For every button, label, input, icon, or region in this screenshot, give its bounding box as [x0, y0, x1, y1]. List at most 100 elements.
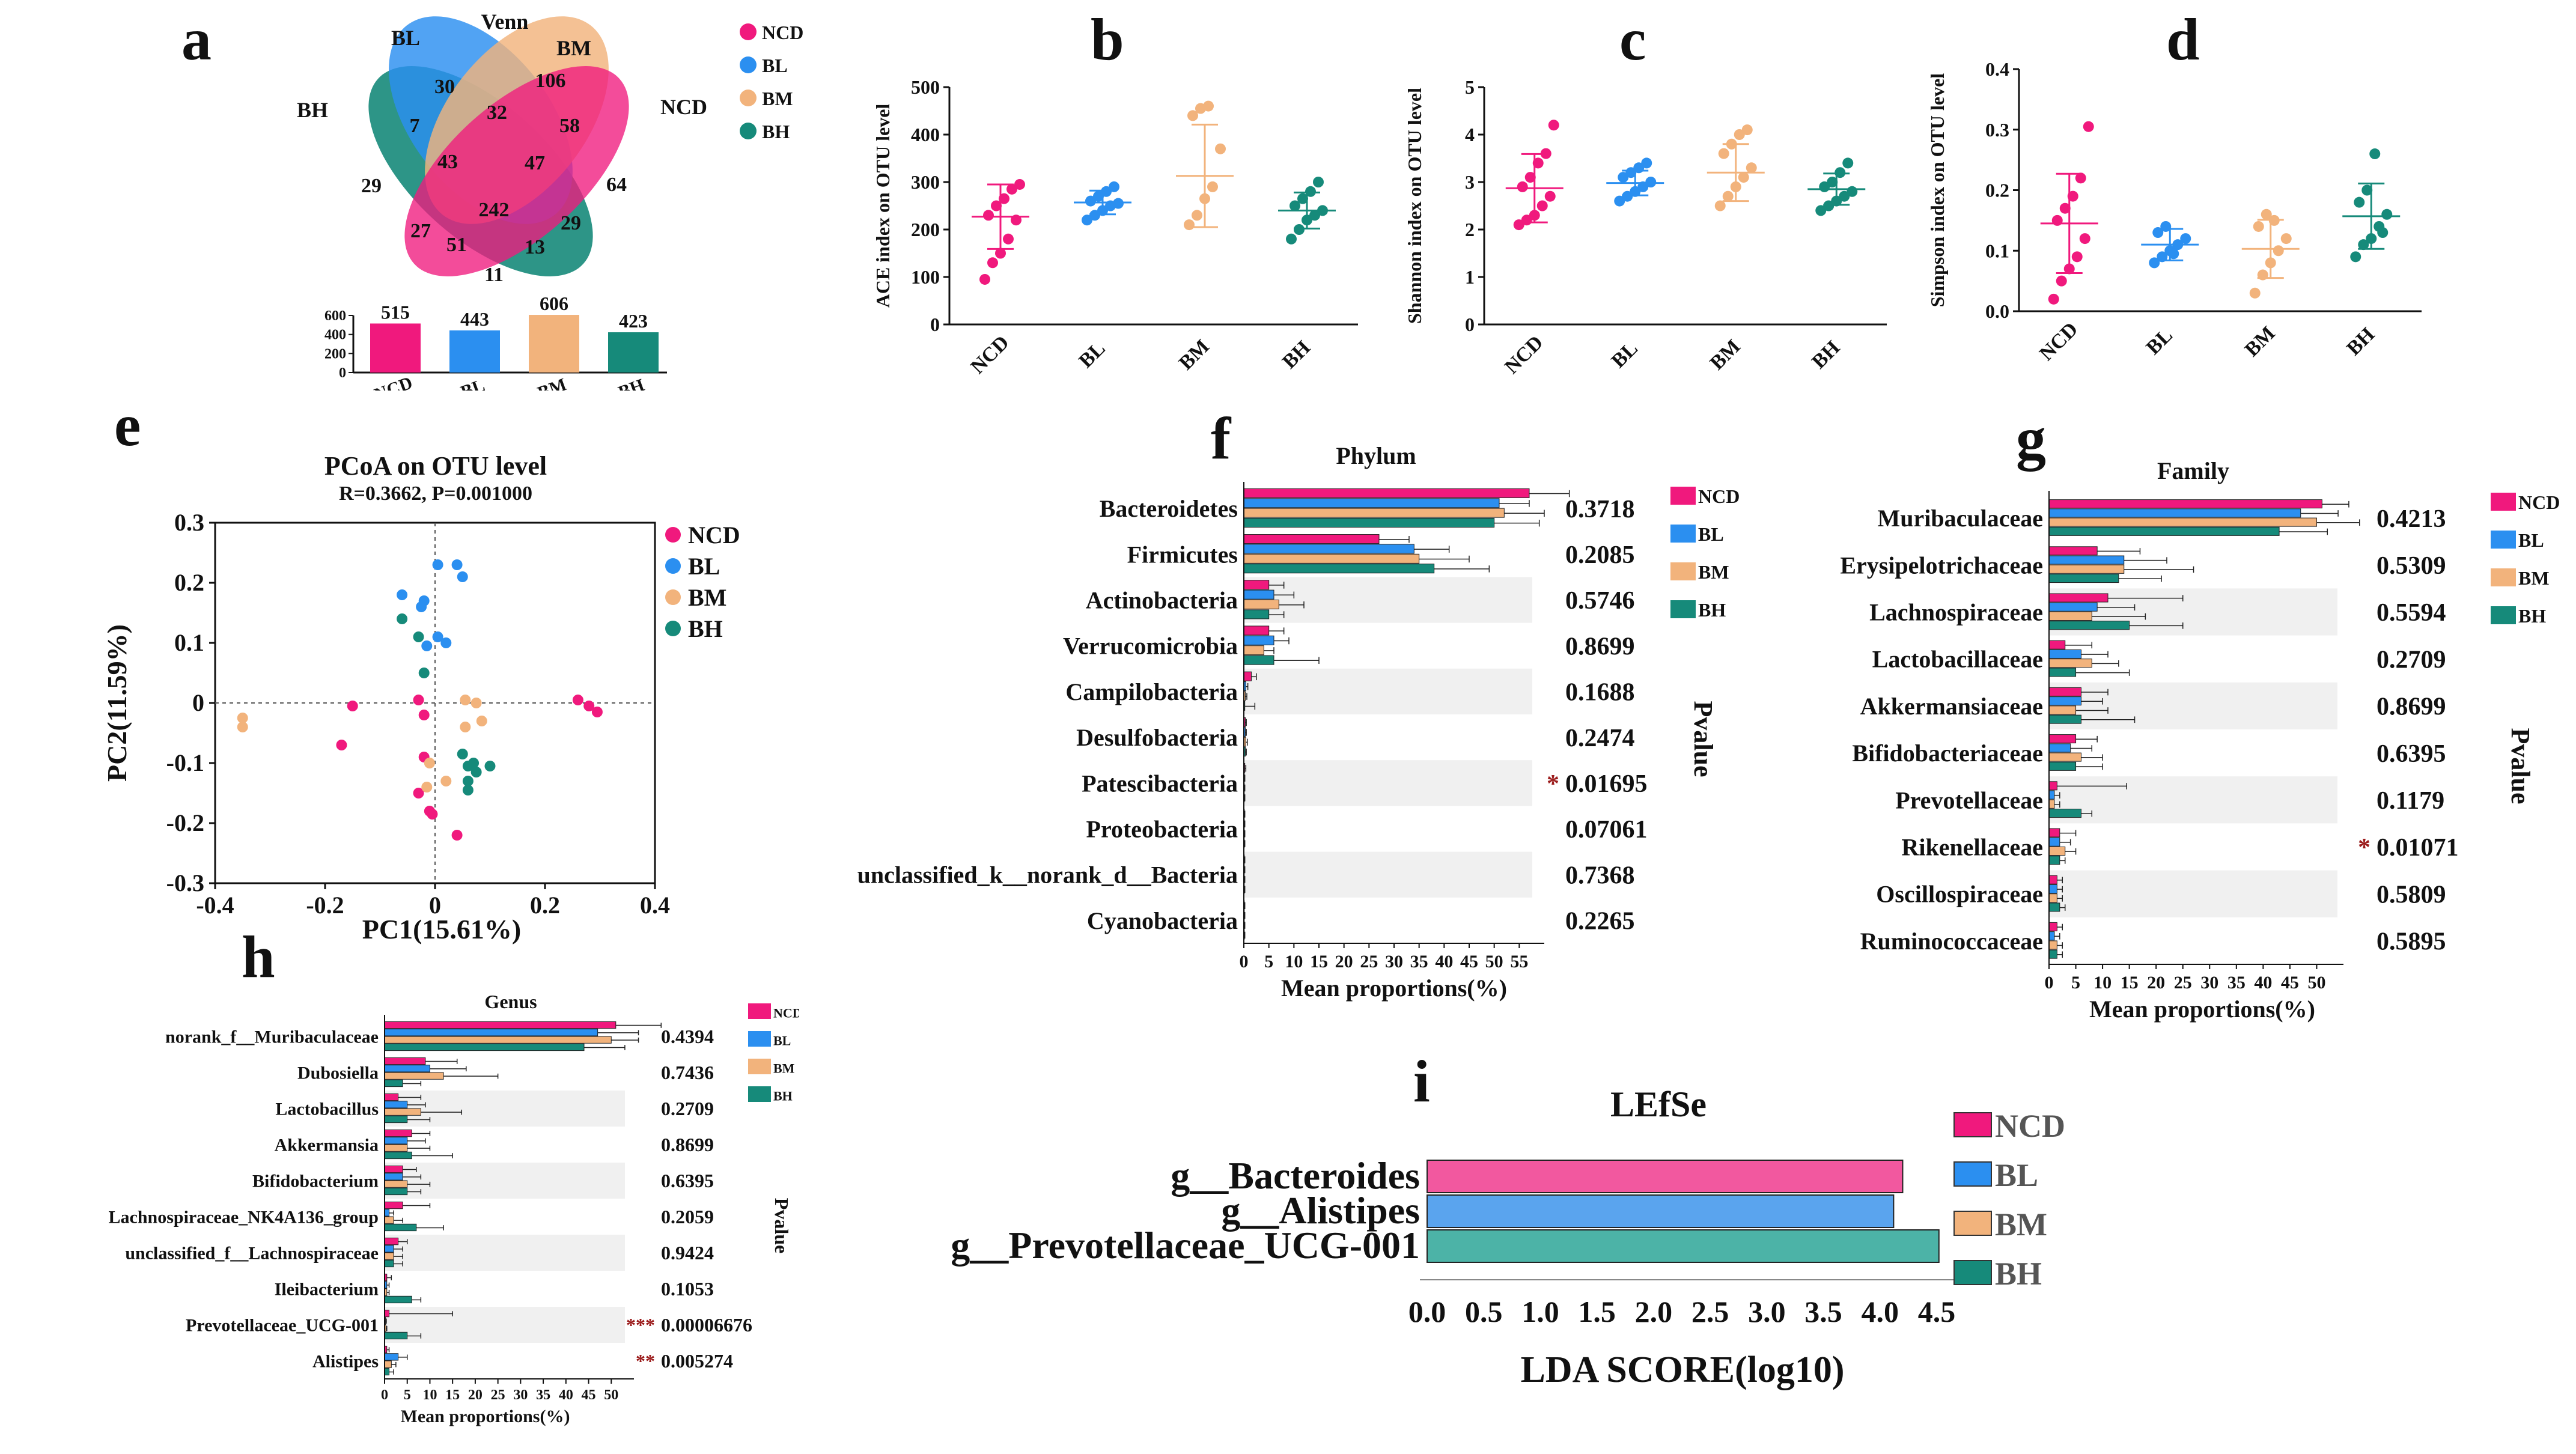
- panel-b-label: b: [1091, 6, 1124, 73]
- data-point-bl: [1633, 162, 1645, 174]
- legend-swatch-bl: [2491, 531, 2516, 549]
- bar-ncd: [2048, 687, 2081, 696]
- p-value: 0.8699: [2377, 693, 2446, 721]
- y-tick-label: 0: [192, 689, 204, 716]
- y-tick-label: 0: [1465, 314, 1475, 335]
- bar-bm: [2048, 847, 2066, 856]
- p-value: 0.005274: [661, 1350, 733, 1372]
- legend-marker-bh: [740, 123, 757, 139]
- bar-bl: [2048, 508, 2301, 518]
- venn-bar-category: BL: [458, 376, 487, 391]
- x-tick-label: NCD: [2035, 318, 2082, 365]
- category-label: Muribaculaceae: [1878, 505, 2044, 532]
- bar-bl: [2048, 649, 2081, 659]
- row-band: [385, 1307, 625, 1343]
- bar-bm: [2048, 799, 2055, 809]
- bar-bh: [2048, 761, 2077, 771]
- pcoa-point-bm: [470, 698, 482, 708]
- bar-bl: [2048, 884, 2057, 893]
- venn-label-bm: BM: [556, 36, 591, 60]
- x-tick-label: 0.0: [1408, 1295, 1446, 1328]
- y-tick-label: 0.3: [174, 509, 204, 536]
- x-tick-label: 35: [2227, 973, 2246, 993]
- bar-ncd: [384, 1165, 403, 1173]
- data-point-ncd: [1513, 219, 1524, 231]
- bar-bh: [1243, 517, 1495, 528]
- pcoa-point-bl: [397, 589, 408, 600]
- p-value: 0.6395: [2377, 740, 2446, 768]
- p-value: 0.2709: [661, 1098, 714, 1119]
- data-point-bl: [1637, 181, 1649, 192]
- bar-bl: [1243, 544, 1414, 554]
- category-label: Verrucomicrobia: [1063, 633, 1238, 660]
- category-label: Cyanobacteria: [1087, 907, 1238, 934]
- pcoa-point-bm: [421, 782, 433, 792]
- data-point-bl: [1113, 198, 1124, 209]
- x-tick-label: BM: [1175, 335, 1214, 374]
- data-point-bh: [1317, 205, 1328, 216]
- legend-label-ncd: NCD: [762, 22, 803, 43]
- data-point-ncd: [979, 273, 990, 285]
- data-point-bm: [1192, 210, 1202, 221]
- venn-title: Venn: [481, 12, 529, 34]
- y-tick-label: 2: [1465, 219, 1475, 240]
- data-point-ncd: [1529, 210, 1540, 221]
- y-tick-label: -0.1: [166, 749, 204, 776]
- x-tick-label: BH: [2342, 323, 2379, 360]
- data-point-bh: [1313, 177, 1324, 187]
- venn-count-all: 242: [479, 199, 510, 221]
- data-point-bh: [1294, 224, 1305, 235]
- row-band: [1244, 668, 1532, 714]
- panel-a-label: a: [181, 6, 212, 73]
- bar-bm: [2048, 517, 2317, 527]
- category-label: Ruminococcaceae: [1860, 928, 2043, 955]
- pcoa-point-bh: [457, 749, 468, 759]
- category-label: Oscillospiraceae: [1876, 881, 2043, 908]
- data-point-bl: [1085, 195, 1096, 207]
- data-point-bh: [1835, 167, 1846, 178]
- x-tick-label: 5: [1264, 952, 1273, 972]
- legend-marker-bl: [740, 56, 757, 73]
- y-tick-label: 0.0: [1985, 300, 2009, 322]
- bar-bm: [384, 1180, 408, 1188]
- x-tick-label: 25: [491, 1387, 505, 1403]
- legend-swatch-bm: [748, 1059, 771, 1074]
- pcoa-point-bl: [440, 637, 452, 648]
- legend-swatch-bm: [1953, 1211, 1992, 1236]
- legend-swatch-ncd: [2491, 493, 2516, 511]
- x-tick-label: NCD: [966, 331, 1013, 378]
- venn-count-bh-bl: 7: [410, 115, 420, 137]
- row-band: [2049, 682, 2337, 729]
- bar-bh: [1243, 564, 1435, 574]
- x-tick-label: BH: [1807, 336, 1844, 373]
- data-point-bh: [1286, 233, 1297, 245]
- category-label: Proteobacteria: [1086, 816, 1238, 843]
- pvalue-axis-title: Pvalue: [771, 1198, 793, 1253]
- y-tick-label: 0.4: [1985, 58, 2009, 80]
- legend-label-ncd: NCD: [688, 522, 740, 549]
- p-value: 0.6395: [661, 1170, 714, 1191]
- data-point-bh: [2358, 239, 2369, 251]
- pcoa-point-bl: [432, 559, 443, 570]
- legend-label-bh: BH: [1698, 599, 1726, 621]
- category-label: Campilobacteria: [1065, 678, 1238, 705]
- significance-marker: *: [2358, 834, 2370, 862]
- bar-ncd: [384, 1057, 426, 1065]
- x-tick-label: 45: [2281, 973, 2299, 993]
- data-point-ncd: [2056, 275, 2067, 287]
- bar-bl: [1243, 498, 1500, 508]
- y-tick-label: 5: [1465, 76, 1475, 98]
- bar-ncd: [1243, 534, 1380, 544]
- panel-a-venn: Venn BL BM BH NCD 30 106 29 64 32 7 58 43 47 27 242 29 51…: [297, 12, 803, 391]
- data-point-bl: [1109, 181, 1119, 192]
- data-point-bm: [1741, 124, 1753, 136]
- bar-bh: [384, 1187, 408, 1196]
- venn-bar-value: 515: [381, 301, 410, 323]
- pvalue-axis-title: Pvalue: [1688, 701, 1718, 777]
- bar-ncd: [1243, 488, 1530, 498]
- bar-bh: [384, 1367, 390, 1376]
- p-value: 0.5746: [1565, 587, 1635, 615]
- x-tick-label: 0: [2045, 973, 2054, 993]
- bar-ncd: [384, 1309, 390, 1318]
- x-tick-label: 35: [536, 1387, 550, 1403]
